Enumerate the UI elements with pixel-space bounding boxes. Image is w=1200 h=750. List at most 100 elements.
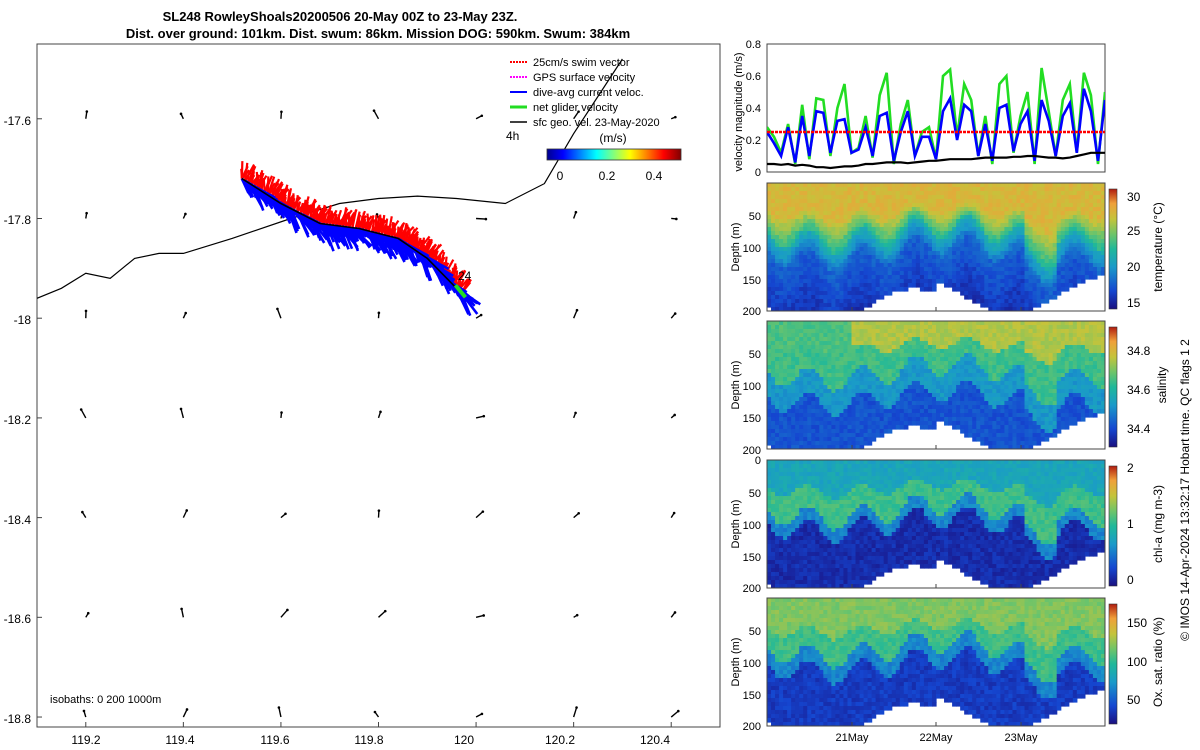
salinity-cell [931,373,937,378]
salinity-cell [931,409,937,414]
temperature-cell [944,271,949,276]
salinity-cell [976,373,981,378]
temperature-cell [843,255,849,260]
temperature-cell [883,291,889,296]
temperature-cell [1064,247,1070,252]
temperature-cell [811,187,816,192]
salinity-cell [855,341,861,346]
salinity-cell [968,389,973,394]
temperature-cell [811,199,816,204]
temperature-cell [1016,227,1022,232]
temperature-cell [1036,195,1042,200]
temperature-cell [767,199,772,204]
salinity-cell [791,405,796,410]
salinity-cell [835,341,841,346]
salinity-cell [787,345,792,350]
temperature-cell [811,283,816,288]
salinity-cell [919,325,925,330]
salinity-cell [907,377,913,382]
salinity-cell [1004,321,1010,326]
temperature-cell [1000,283,1006,288]
salinity-cell [887,349,893,354]
temperature-cell [964,267,969,272]
temperature-cell [1020,299,1026,304]
temperature-cell [787,267,792,272]
salinity-cell [823,373,828,378]
temperature-cell [1012,195,1018,200]
salinity-cell [976,329,981,334]
temperature-cell [948,195,953,200]
temperature-cell [992,283,997,288]
salinity-cell [996,393,1001,398]
temperature-cell [911,227,917,232]
temperature-cell [984,267,989,272]
temperature-cell [944,223,949,228]
temperature-cell [992,251,997,256]
temperature-cell [1020,223,1026,228]
temperature-cell [1036,199,1042,204]
temperature-cell [1052,215,1058,220]
temperature-cell [927,227,933,232]
temperature-cell [940,251,945,256]
salinity-cell [883,333,889,338]
salinity-cell [819,345,824,350]
salinity-cell [863,373,869,378]
salinity-cell [903,329,909,334]
temperature-cell [1016,291,1022,296]
temperature-cell [1100,267,1105,272]
temperature-cell [956,279,961,284]
salinity-cell [895,333,901,338]
temperature-cell [1084,239,1090,244]
temperature-cell [819,207,824,212]
salinity-cell [980,437,985,442]
temperature-cell [851,267,857,272]
temperature-cell [1100,247,1105,252]
salinity-cell [927,421,933,426]
temperature-cell [795,275,800,280]
temperature-cell [807,255,812,260]
temperature-cell [972,267,977,272]
salinity-cell [771,433,776,438]
salinity-cell [1000,429,1006,434]
temperature-cell [1100,239,1105,244]
salinity-cell [875,377,881,382]
salinity-cell [964,357,969,362]
salinity-cell [779,405,784,410]
temperature-cell [903,267,909,272]
temperature-cell [843,215,849,220]
salinity-cell [927,337,933,342]
salinity-cell [767,337,772,342]
temperature-cell [1068,259,1074,264]
temperature-cell [1100,215,1105,220]
salinity-cell [972,381,977,386]
salinity-cell [815,353,820,358]
salinity-cell [811,349,816,354]
temperature-cell [819,275,824,280]
salinity-cell [915,361,921,366]
salinity-cell [807,333,812,338]
temperature-cell [1072,199,1078,204]
map-axes-box [36,43,721,728]
temperature-cell [936,191,941,196]
salinity-cell [931,393,937,398]
temperature-cell [779,211,784,216]
salinity-cell [988,377,993,382]
temperature-cell [843,231,849,236]
salinity-cell [795,333,800,338]
temperature-cell [980,259,985,264]
temperature-cell [859,295,865,300]
temperature-cell [1004,275,1010,280]
temperature-cell [771,267,776,272]
current-vector [399,239,416,267]
temperature-cell [903,235,909,240]
temperature-cell [911,207,917,212]
temperature-cell [1060,287,1066,292]
temperature-cell [831,287,837,292]
temperature-cell [1084,227,1090,232]
temperature-cell [795,243,800,248]
temperature-cell [839,183,845,188]
salinity-cell [940,337,945,342]
temperature-cell [791,255,796,260]
temperature-cell [972,199,977,204]
temperature-cell [1068,219,1074,224]
